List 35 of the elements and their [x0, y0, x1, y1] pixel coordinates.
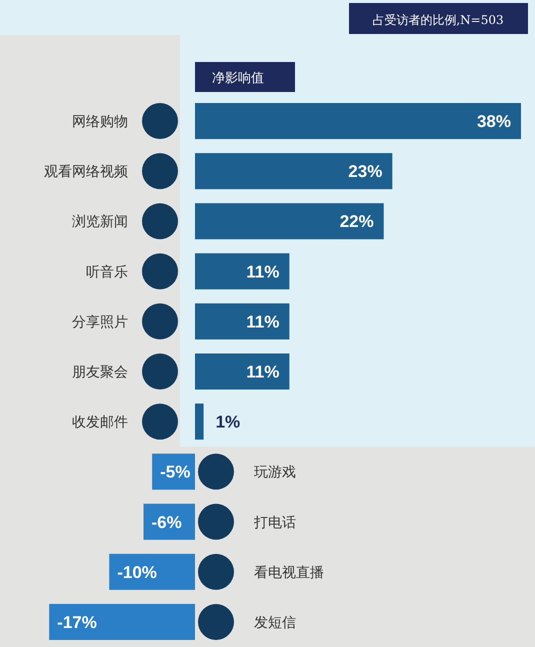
- data-label: 23%: [348, 162, 382, 182]
- bar: 38%: [195, 103, 521, 140]
- chart-title: 占受访者的比例,N=503: [372, 13, 504, 27]
- y-tick-label: 朋友聚会: [72, 364, 128, 380]
- y-tick-label: 网络购物: [72, 114, 128, 130]
- y-tick-label: 收发邮件: [72, 414, 128, 431]
- data-label: -17%: [57, 612, 97, 632]
- y-tick-label: 观看网络视频: [44, 164, 128, 180]
- y-tick-label: 发短信: [254, 614, 296, 631]
- bar: 11%: [195, 253, 290, 290]
- data-label: 11%: [246, 362, 280, 382]
- bar: 11%: [195, 353, 290, 390]
- data-label: 22%: [340, 212, 374, 232]
- y-tick-label: 玩游戏: [254, 464, 296, 481]
- bar: -6%: [144, 504, 195, 540]
- data-label: -5%: [160, 462, 190, 482]
- y-tick-label: 打电话: [253, 514, 296, 531]
- y-tick-label: 听音乐: [86, 264, 128, 280]
- y-tick-label: 看电视直播: [254, 564, 324, 581]
- bar: -17%: [49, 604, 195, 640]
- data-label: 1%: [216, 412, 240, 432]
- bar: 1%: [195, 404, 240, 440]
- data-label: 38%: [476, 112, 511, 132]
- bar: 11%: [195, 303, 290, 340]
- y-tick-label: 分享照片: [72, 314, 128, 330]
- bar: -10%: [109, 554, 195, 590]
- data-label: 11%: [246, 312, 280, 332]
- data-label: 11%: [246, 262, 280, 282]
- chart-subtitle: 净影响值: [212, 71, 264, 86]
- data-label: -10%: [117, 562, 157, 582]
- y-tick-label: 浏览新闻: [72, 214, 128, 230]
- bar: 22%: [195, 203, 384, 240]
- bar: -5%: [152, 454, 195, 490]
- bar: 23%: [195, 153, 392, 190]
- data-label: -6%: [152, 512, 182, 532]
